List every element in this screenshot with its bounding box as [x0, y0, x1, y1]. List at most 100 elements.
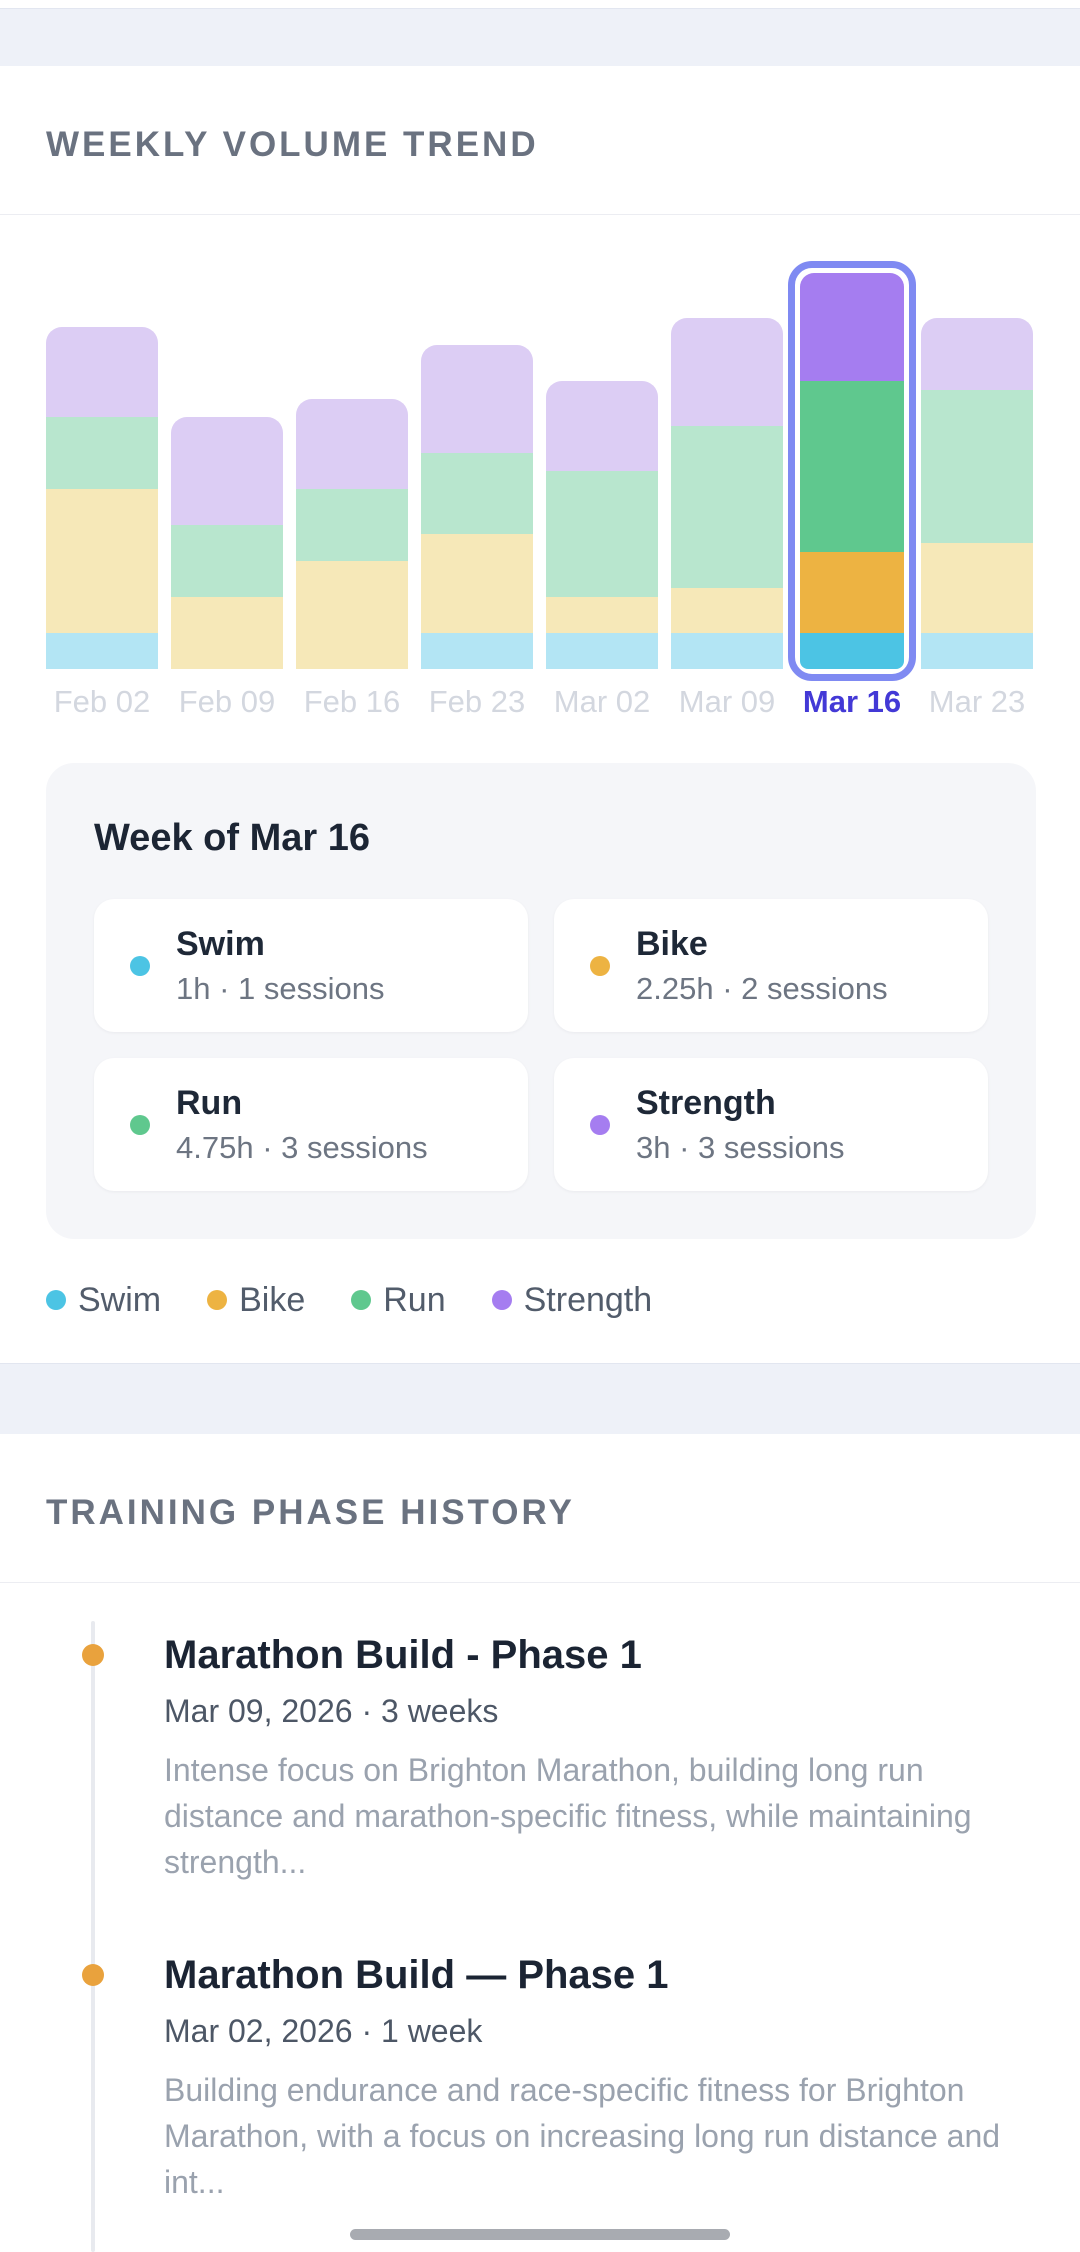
segment-strength: [671, 318, 783, 426]
stat-sport-name: Bike: [636, 925, 708, 963]
week-detail-card: Week of Mar 16 Swim 1h · 1 sessions Bike 2.…: [46, 763, 1036, 1239]
x-label-mar-16[interactable]: Mar 16: [802, 684, 902, 719]
phase-description: Intense focus on Brighton Marathon, buil…: [164, 1752, 972, 1880]
legend-item-bike: Bike: [207, 1279, 305, 1321]
section-gap-top: [0, 8, 1080, 66]
training-phase-history-card: TRAINING PHASE HISTORY Marathon Build - …: [0, 1434, 1080, 2252]
segment-run: [546, 471, 658, 597]
phase-entry[interactable]: Marathon Build — Phase 1 Mar 02, 2026 · 1…: [82, 1949, 1034, 2205]
stat-sport-name: Swim: [176, 925, 265, 963]
bar-week-mar-16[interactable]: [800, 273, 904, 669]
segment-strength: [421, 345, 533, 453]
swim-legend-dot-icon: [46, 1290, 66, 1310]
bike-legend-dot-icon: [207, 1290, 228, 1310]
legend-item-run: Run: [351, 1279, 446, 1321]
bar-week-mar-09[interactable]: [671, 318, 783, 669]
x-label-mar-02[interactable]: Mar 02: [553, 684, 651, 719]
stat-tile-swim: Swim 1h · 1 sessions: [94, 899, 528, 1032]
segment-swim: [671, 633, 783, 669]
weekly-volume-title: WEEKLY VOLUME TREND: [46, 125, 539, 164]
divider: [0, 1582, 1080, 1583]
segment-bike: [296, 561, 408, 669]
segment-run: [421, 453, 533, 534]
legend-label: Strength: [523, 1281, 653, 1319]
legend-label: Run: [383, 1281, 446, 1319]
segment-strength: [800, 273, 904, 381]
stat-tile-strength: Strength 3h · 3 sessions: [554, 1058, 988, 1191]
weekly-volume-card: WEEKLY VOLUME TREND Feb 02 Feb 09 Feb 16 Fe…: [0, 66, 1080, 1363]
phase-entry[interactable]: Marathon Build - Phase 1 Mar 09, 2026 · 3…: [82, 1583, 1034, 1885]
stat-sport-detail: 4.75h · 3 sessions: [176, 1130, 428, 1165]
segment-swim: [800, 633, 904, 669]
stat-sport-name: Run: [176, 1084, 243, 1122]
segment-run: [296, 489, 408, 561]
swim-dot-icon: [130, 955, 150, 976]
x-label-feb-16[interactable]: Feb 16: [303, 684, 401, 719]
segment-run: [921, 390, 1033, 543]
bar-week-feb-23[interactable]: [421, 345, 533, 669]
run-dot-icon: [130, 1114, 150, 1135]
x-label-feb-23[interactable]: Feb 23: [428, 684, 526, 719]
segment-strength: [546, 381, 658, 471]
legend-item-swim: Swim: [46, 1279, 161, 1321]
stat-tile-run: Run 4.75h · 3 sessions: [94, 1058, 528, 1191]
segment-bike: [46, 489, 158, 633]
segment-swim: [546, 633, 658, 669]
bar-week-mar-23[interactable]: [921, 318, 1033, 669]
phase-description: Building endurance and race-specific fit…: [164, 2072, 1001, 2200]
segment-bike: [546, 597, 658, 633]
segment-strength: [46, 327, 158, 417]
phase-dot-icon: [82, 1644, 104, 1666]
legend-label: Swim: [78, 1281, 162, 1319]
stat-sport-detail: 3h · 3 sessions: [636, 1130, 845, 1165]
legend-label: Bike: [239, 1281, 306, 1319]
legend-item-strength: Strength: [491, 1279, 653, 1321]
segment-bike: [421, 534, 533, 633]
strength-legend-dot-icon: [491, 1290, 512, 1310]
bar-week-mar-02[interactable]: [546, 381, 658, 669]
x-label-feb-02[interactable]: Feb 02: [53, 684, 151, 719]
timeline-line: [91, 1621, 95, 2252]
segment-strength: [171, 417, 283, 525]
x-label-mar-09[interactable]: Mar 09: [678, 684, 776, 719]
scroll-thumb[interactable]: [350, 2229, 730, 2240]
segment-swim: [921, 633, 1033, 669]
phase-meta: Mar 09, 2026 · 3 weeks: [164, 1693, 499, 1729]
stat-sport-detail: 2.25h · 2 sessions: [636, 971, 888, 1006]
stat-sport-detail: 1h · 1 sessions: [176, 971, 385, 1006]
phase-dot-icon: [82, 1964, 104, 1986]
chart-legend: Swim Bike Run Strength: [46, 1279, 1080, 1321]
selected-week-ring: [788, 261, 916, 681]
phase-title: Marathon Build — Phase 1: [164, 1953, 669, 1997]
bar-week-feb-16[interactable]: [296, 399, 408, 669]
bar-week-feb-09[interactable]: [171, 417, 283, 669]
week-stat-tiles: Swim 1h · 1 sessions Bike 2.25h · 2 session…: [94, 899, 988, 1191]
divider: [0, 214, 1080, 215]
segment-swim: [46, 633, 158, 669]
segment-run: [800, 381, 904, 552]
x-label-feb-09[interactable]: Feb 09: [178, 684, 276, 719]
phase-meta: Mar 02, 2026 · 1 week: [164, 2013, 483, 2049]
strength-dot-icon: [590, 1114, 610, 1135]
segment-run: [171, 525, 283, 597]
segment-bike: [671, 588, 783, 633]
segment-strength: [296, 399, 408, 489]
segment-swim: [421, 633, 533, 669]
bar-week-feb-02[interactable]: [46, 327, 158, 669]
segment-bike: [800, 552, 904, 633]
phase-history-title: TRAINING PHASE HISTORY: [46, 1493, 575, 1532]
x-label-mar-23[interactable]: Mar 23: [928, 684, 1026, 719]
stat-sport-name: Strength: [636, 1084, 776, 1122]
segment-strength: [921, 318, 1033, 390]
segment-bike: [171, 597, 283, 669]
section-gap-middle: [0, 1363, 1080, 1434]
run-legend-dot-icon: [351, 1290, 372, 1310]
phase-title: Marathon Build - Phase 1: [164, 1633, 642, 1677]
weekly-volume-chart: [0, 255, 1080, 681]
week-detail-title: Week of Mar 16: [94, 817, 370, 859]
segment-run: [46, 417, 158, 489]
segment-bike: [921, 543, 1033, 633]
stat-tile-bike: Bike 2.25h · 2 sessions: [554, 899, 988, 1032]
phase-timeline: Marathon Build - Phase 1 Mar 09, 2026 · 3…: [0, 1583, 1080, 2252]
